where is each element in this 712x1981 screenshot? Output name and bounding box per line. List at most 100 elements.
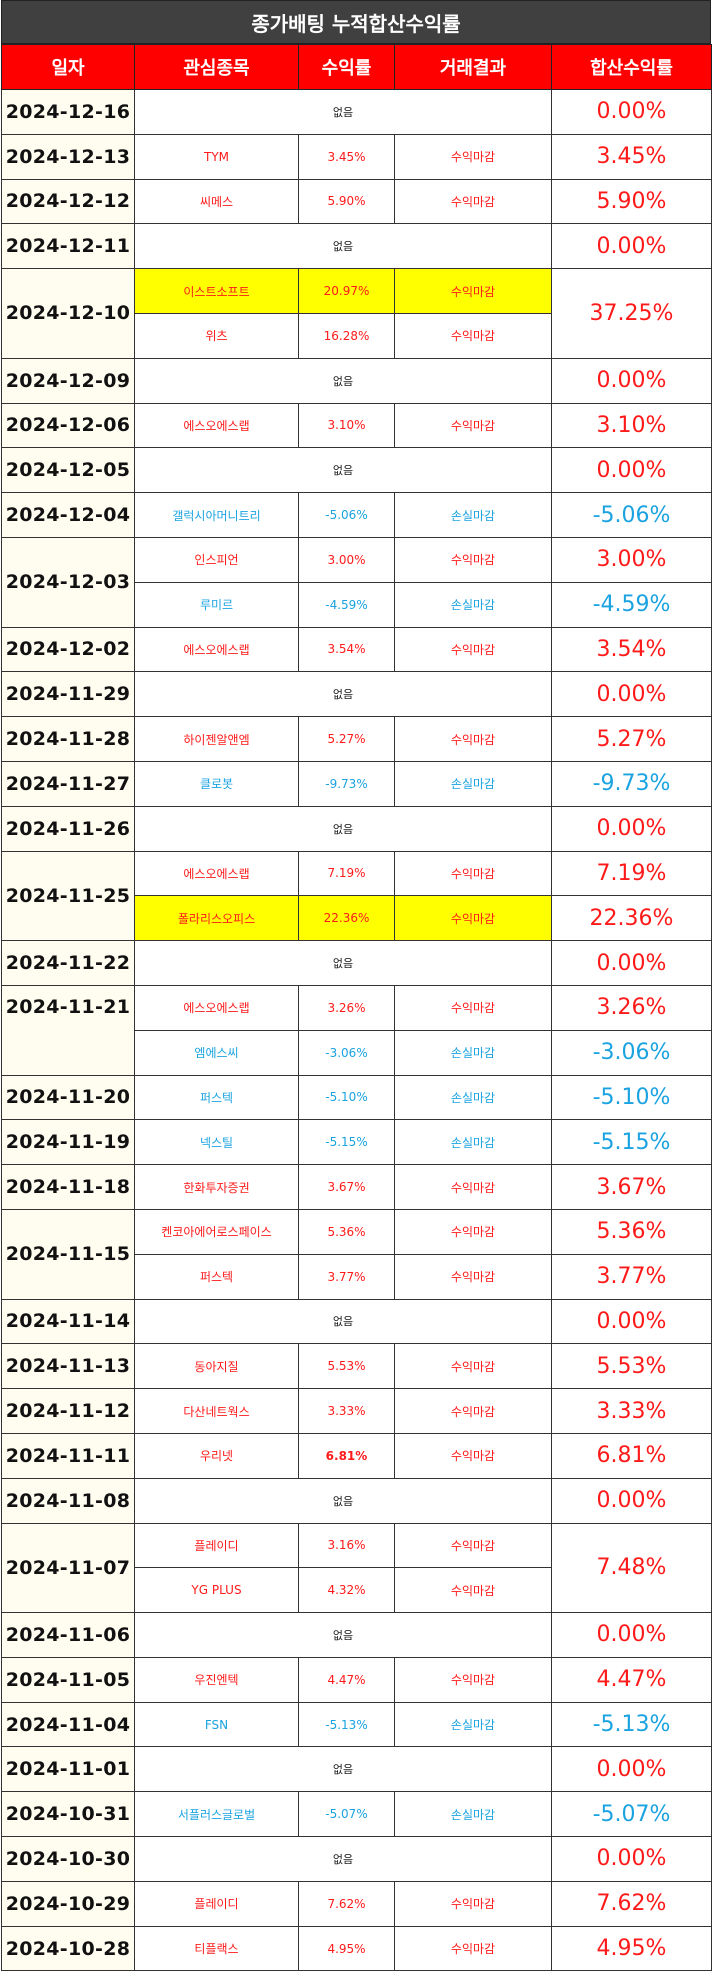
total-return-cell: 22.36% bbox=[551, 895, 712, 942]
date-cell: 2024-11-27 bbox=[1, 760, 135, 807]
table-row: 2024-12-13 TYM 3.45% 수익마감 3.45% bbox=[1, 133, 712, 180]
total-return-cell: -5.10% bbox=[551, 1074, 712, 1121]
table-row: 2024-11-07 플레이디 3.16% 수익마감 7.48% bbox=[1, 1522, 712, 1614]
return-cell: 3.54% bbox=[298, 626, 395, 673]
date-cell: 2024-11-18 bbox=[1, 1164, 135, 1210]
stock-name-cell: 우리넷 bbox=[134, 1432, 299, 1479]
table-row: 2024-11-19 넥스틸 -5.15% 손실마감 -5.15% bbox=[1, 1119, 712, 1166]
total-return-cell: 0.00% bbox=[551, 1836, 712, 1882]
no-trade-cell: 없음 bbox=[134, 223, 552, 270]
return-cell: 7.62% bbox=[298, 1880, 395, 1927]
total-return-cell: 3.54% bbox=[551, 626, 712, 673]
table-row: 2024-11-15 켄코아에어로스페이스 5.36% 수익마감 5.36% bbox=[1, 1208, 712, 1300]
date-cell: 2024-12-10 bbox=[1, 268, 135, 359]
return-cell: 3.00% bbox=[298, 536, 395, 583]
total-return-cell: 3.45% bbox=[551, 133, 712, 180]
total-return-cell: -5.15% bbox=[551, 1119, 712, 1166]
table-row: 2024-12-05 없음 0.00% bbox=[1, 447, 712, 494]
total-return-cell: 0.00% bbox=[551, 447, 712, 494]
table-row: 2024-11-05 우진엔텍 4.47% 수익마감 4.47% bbox=[1, 1656, 712, 1703]
date-cell: 2024-12-09 bbox=[1, 357, 135, 404]
table-row: 2024-12-16 없음 0.00% bbox=[1, 89, 712, 135]
stock-name-cell: 인스피언 bbox=[134, 536, 299, 583]
total-return-cell: 6.81% bbox=[551, 1432, 712, 1479]
stock-name-cell: 플레이디 bbox=[134, 1880, 299, 1927]
stock-name-cell: 루미르 bbox=[134, 581, 299, 628]
stock-name-cell: 퍼스텍 bbox=[134, 1253, 299, 1300]
return-cell: 22.36% bbox=[298, 895, 395, 942]
total-return-cell: 0.00% bbox=[551, 89, 712, 135]
stock-name-cell: 넥스틸 bbox=[134, 1119, 299, 1166]
stock-name-cell: 에스오에스랩 bbox=[134, 984, 299, 1031]
stock-name-cell: 씨메스 bbox=[134, 178, 299, 225]
table-row: YG PLUS 4.32% 수익마감 bbox=[2, 1567, 712, 1614]
result-cell: 수익마감 bbox=[394, 1343, 552, 1390]
stock-name-cell: 에스오에스랩 bbox=[134, 850, 299, 897]
returns-table: 일자 관심종목 수익률 거래결과 합산수익률 2024-12-16 없음 0.00%… bbox=[1, 44, 712, 1972]
result-cell: 수익마감 bbox=[394, 1656, 552, 1703]
date-cell: 2024-12-02 bbox=[1, 626, 135, 673]
table-row: 2024-11-22 없음 0.00% bbox=[1, 940, 712, 986]
result-cell: 손실마감 bbox=[394, 1074, 552, 1121]
return-cell: -5.15% bbox=[298, 1119, 395, 1166]
table-row: 2024-11-21 에스오에스랩 3.26% 수익마감 3.26% bbox=[1, 984, 712, 1076]
date-cell: 2024-10-28 bbox=[1, 1925, 135, 1972]
stock-name-cell: 하이젠알앤엠 bbox=[134, 716, 299, 762]
total-return-cell: 0.00% bbox=[551, 1612, 712, 1658]
total-return-cell: 0.00% bbox=[551, 940, 712, 986]
table-row: 2024-11-27 클로봇 -9.73% 손실마감 -9.73% bbox=[1, 760, 712, 807]
result-cell: 손실마감 bbox=[394, 1791, 552, 1838]
table-row: 2024-11-18 한화투자증권 3.67% 수익마감 3.67% bbox=[1, 1164, 712, 1210]
date-cell: 2024-11-19 bbox=[1, 1119, 135, 1166]
result-cell: 수익마감 bbox=[394, 626, 552, 673]
table-row: 2024-12-12 씨메스 5.90% 수익마감 5.90% bbox=[1, 178, 712, 225]
table-row: 퍼스텍 3.77% 수익마감 3.77% bbox=[2, 1253, 712, 1300]
stock-name-cell: 티플랙스 bbox=[134, 1925, 299, 1972]
total-return-cell: 3.67% bbox=[551, 1164, 712, 1210]
total-return-cell: -4.59% bbox=[551, 581, 712, 628]
return-cell: 5.27% bbox=[298, 716, 395, 762]
table-row: 2024-11-12 다산네트웍스 3.33% 수익마감 3.33% bbox=[1, 1388, 712, 1434]
return-cell: 20.97% bbox=[298, 268, 395, 314]
header-total: 합산수익률 bbox=[551, 44, 712, 90]
no-trade-cell: 없음 bbox=[134, 447, 552, 494]
total-return-cell: 0.00% bbox=[551, 1746, 712, 1793]
date-cell: 2024-11-05 bbox=[1, 1656, 135, 1703]
return-cell: 7.19% bbox=[298, 850, 395, 897]
table-row: 2024-12-04 갤럭시아머니트리 -5.06% 손실마감 -5.06% bbox=[1, 492, 712, 538]
no-trade-cell: 없음 bbox=[134, 1298, 552, 1345]
return-cell: -5.13% bbox=[298, 1701, 395, 1748]
no-trade-cell: 없음 bbox=[134, 1746, 552, 1793]
total-return-cell: -9.73% bbox=[551, 760, 712, 807]
total-return-cell: 5.53% bbox=[551, 1343, 712, 1390]
total-return-cell: -3.06% bbox=[551, 1029, 712, 1076]
date-cell: 2024-11-13 bbox=[1, 1343, 135, 1390]
table-row: 2024-10-28 티플랙스 4.95% 수익마감 4.95% bbox=[1, 1925, 712, 1972]
total-return-cell: 3.33% bbox=[551, 1388, 712, 1434]
return-cell: -4.59% bbox=[298, 581, 395, 628]
header-date: 일자 bbox=[1, 44, 135, 90]
stock-name-cell: 이스트소프트 bbox=[134, 268, 299, 314]
result-cell: 손실마감 bbox=[394, 581, 552, 628]
date-cell: 2024-11-14 bbox=[1, 1298, 135, 1345]
table-row: 2024-11-28 하이젠알앤엠 5.27% 수익마감 5.27% bbox=[1, 716, 712, 762]
date-cell: 2024-11-25 bbox=[1, 850, 135, 942]
return-cell: 4.47% bbox=[298, 1656, 395, 1703]
date-cell: 2024-12-03 bbox=[1, 536, 135, 628]
no-trade-cell: 없음 bbox=[134, 940, 552, 986]
total-return-cell: 0.00% bbox=[551, 1477, 712, 1524]
date-cell: 2024-11-29 bbox=[1, 671, 135, 718]
stock-name-cell: YG PLUS bbox=[134, 1567, 299, 1614]
stock-name-cell: 에스오에스랩 bbox=[134, 626, 299, 673]
result-cell: 수익마감 bbox=[394, 1253, 552, 1300]
stock-name-cell: 엠에스씨 bbox=[134, 1029, 299, 1076]
total-return-cell: 7.19% bbox=[551, 850, 712, 897]
return-cell: 4.32% bbox=[298, 1567, 395, 1614]
total-return-cell: 5.90% bbox=[551, 178, 712, 225]
result-cell: 수익마감 bbox=[394, 1522, 552, 1569]
table-row: 2024-12-03 인스피언 3.00% 수익마감 3.00% bbox=[1, 536, 712, 628]
total-return-cell: 0.00% bbox=[551, 223, 712, 270]
return-cell: -9.73% bbox=[298, 760, 395, 807]
date-cell: 2024-11-12 bbox=[1, 1388, 135, 1434]
table-row: 2024-10-30 없음 0.00% bbox=[1, 1836, 712, 1882]
